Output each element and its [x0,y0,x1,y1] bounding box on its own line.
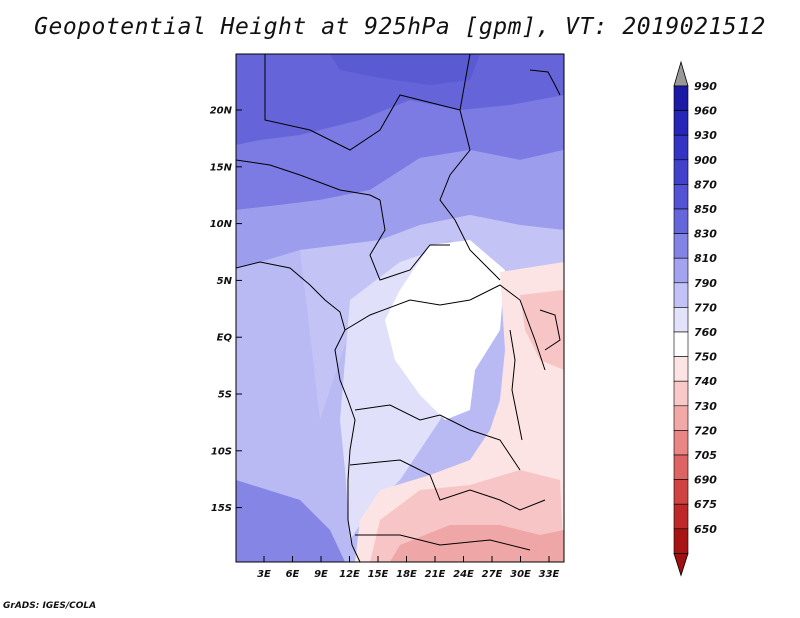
lon-tick-label: 12E [339,569,360,580]
colorbar-label: 750 [694,351,717,364]
lat-tick-label: 10S [211,446,232,457]
colorbar-swatch [673,503,689,530]
lon-tick-label: 24E [453,569,474,580]
west-coastline [236,261,361,562]
colorbar-swatch [673,454,689,480]
field-band-830-sw [236,480,345,562]
lon-tick-label: 21E [425,569,446,580]
colorbar-cap-bottom [673,553,689,577]
colorbar: 990 960 930 900 870 850 830 810 790 770 760 750 740 7… [673,60,717,577]
map-frame [235,53,565,563]
colorbar-label: 770 [694,301,717,314]
colorbar-swatch [673,85,689,111]
border-chad-car [369,199,450,281]
colorbar-label: 720 [694,424,717,437]
border-sahel [236,159,381,201]
colorbar-label: 740 [694,375,717,388]
colorbar-swatch [673,405,689,431]
lat-tick-label: 15N [210,162,233,173]
field-band-740-east [520,290,564,370]
field-band-760 [385,240,505,420]
border-angola-drc [354,404,521,471]
lon-tick-label: 15E [368,569,389,580]
colorbar-swatch [673,331,689,357]
lon-tick-label: 6E [286,569,300,580]
colorbar-swatch [673,233,689,259]
colorbar-label: 830 [694,228,717,241]
colorbar-swatch [673,282,689,308]
lon-tick-label: 18E [396,569,417,580]
lat-tick-label: 5N [217,276,233,287]
colorbar-swatch [673,159,689,185]
colorbar-label: 650 [694,523,717,536]
colorbar-cap-top [673,60,689,87]
height-field [236,54,564,562]
colorbar-label: 690 [694,474,717,487]
colorbar-swatch [673,380,689,407]
great-lakes [509,329,523,441]
colorbar-label: 850 [694,203,717,216]
lon-tick-label: 9E [314,569,328,580]
colorbar-label: 760 [694,326,717,339]
longitude-axis: 3E 6E 9E 12E 15E 18E 21E 24E 27E 30E 33E [257,556,560,580]
colorbar-label: 730 [694,400,717,413]
colorbar-swatch [673,184,689,210]
grads-credit: GrADS: IGES/COLA [3,601,97,611]
lat-tick-label: 10N [210,219,233,230]
lon-tick-label: 3E [257,569,271,580]
colorbar-swatch [673,528,689,554]
chart-title: Geopotential Height at 925hPa [gpm], VT:… [34,14,766,40]
lake-victoria [539,309,561,351]
colorbar-swatch [673,307,689,333]
colorbar-label: 675 [694,498,717,511]
field-band-870 [330,54,480,85]
colorbar-swatch [673,479,689,505]
colorbar-swatch [673,110,689,136]
border-north [264,54,471,151]
colorbar-label: 705 [694,449,717,462]
lon-tick-label: 33E [539,569,560,580]
border-congo [344,284,546,371]
colorbar-label: 900 [694,154,717,167]
colorbar-swatch [673,356,689,382]
colorbar-swatch [673,134,689,161]
colorbar-swatch [673,208,689,234]
lat-tick-label: 5S [218,390,232,401]
colorbar-label: 870 [694,178,717,191]
lon-tick-label: 30E [510,569,531,580]
colorbar-label: 960 [694,105,717,118]
colorbar-label: 790 [694,277,717,290]
field-band-850 [236,54,564,145]
lat-tick-label: 15S [211,503,232,514]
coastlines-borders [236,54,561,562]
colorbar-label: 930 [694,129,717,142]
border-namibia [355,534,531,551]
colorbar-label: 990 [694,80,717,93]
colorbar-swatch [673,257,689,284]
field-band-810 [236,150,564,268]
field-band-730 [390,525,564,562]
lat-tick-label: EQ [217,333,233,344]
colorbar-label: 810 [694,252,717,265]
border-east-sudan [439,109,501,281]
lat-tick-label: 20N [210,106,233,117]
border-south [349,459,546,511]
lon-tick-label: 27E [482,569,503,580]
colorbar-swatch [673,430,689,456]
latitude-axis: 20N 15N 10N 5N EQ 5S 10S 15S [210,106,242,514]
coast-red-sea [529,69,561,96]
